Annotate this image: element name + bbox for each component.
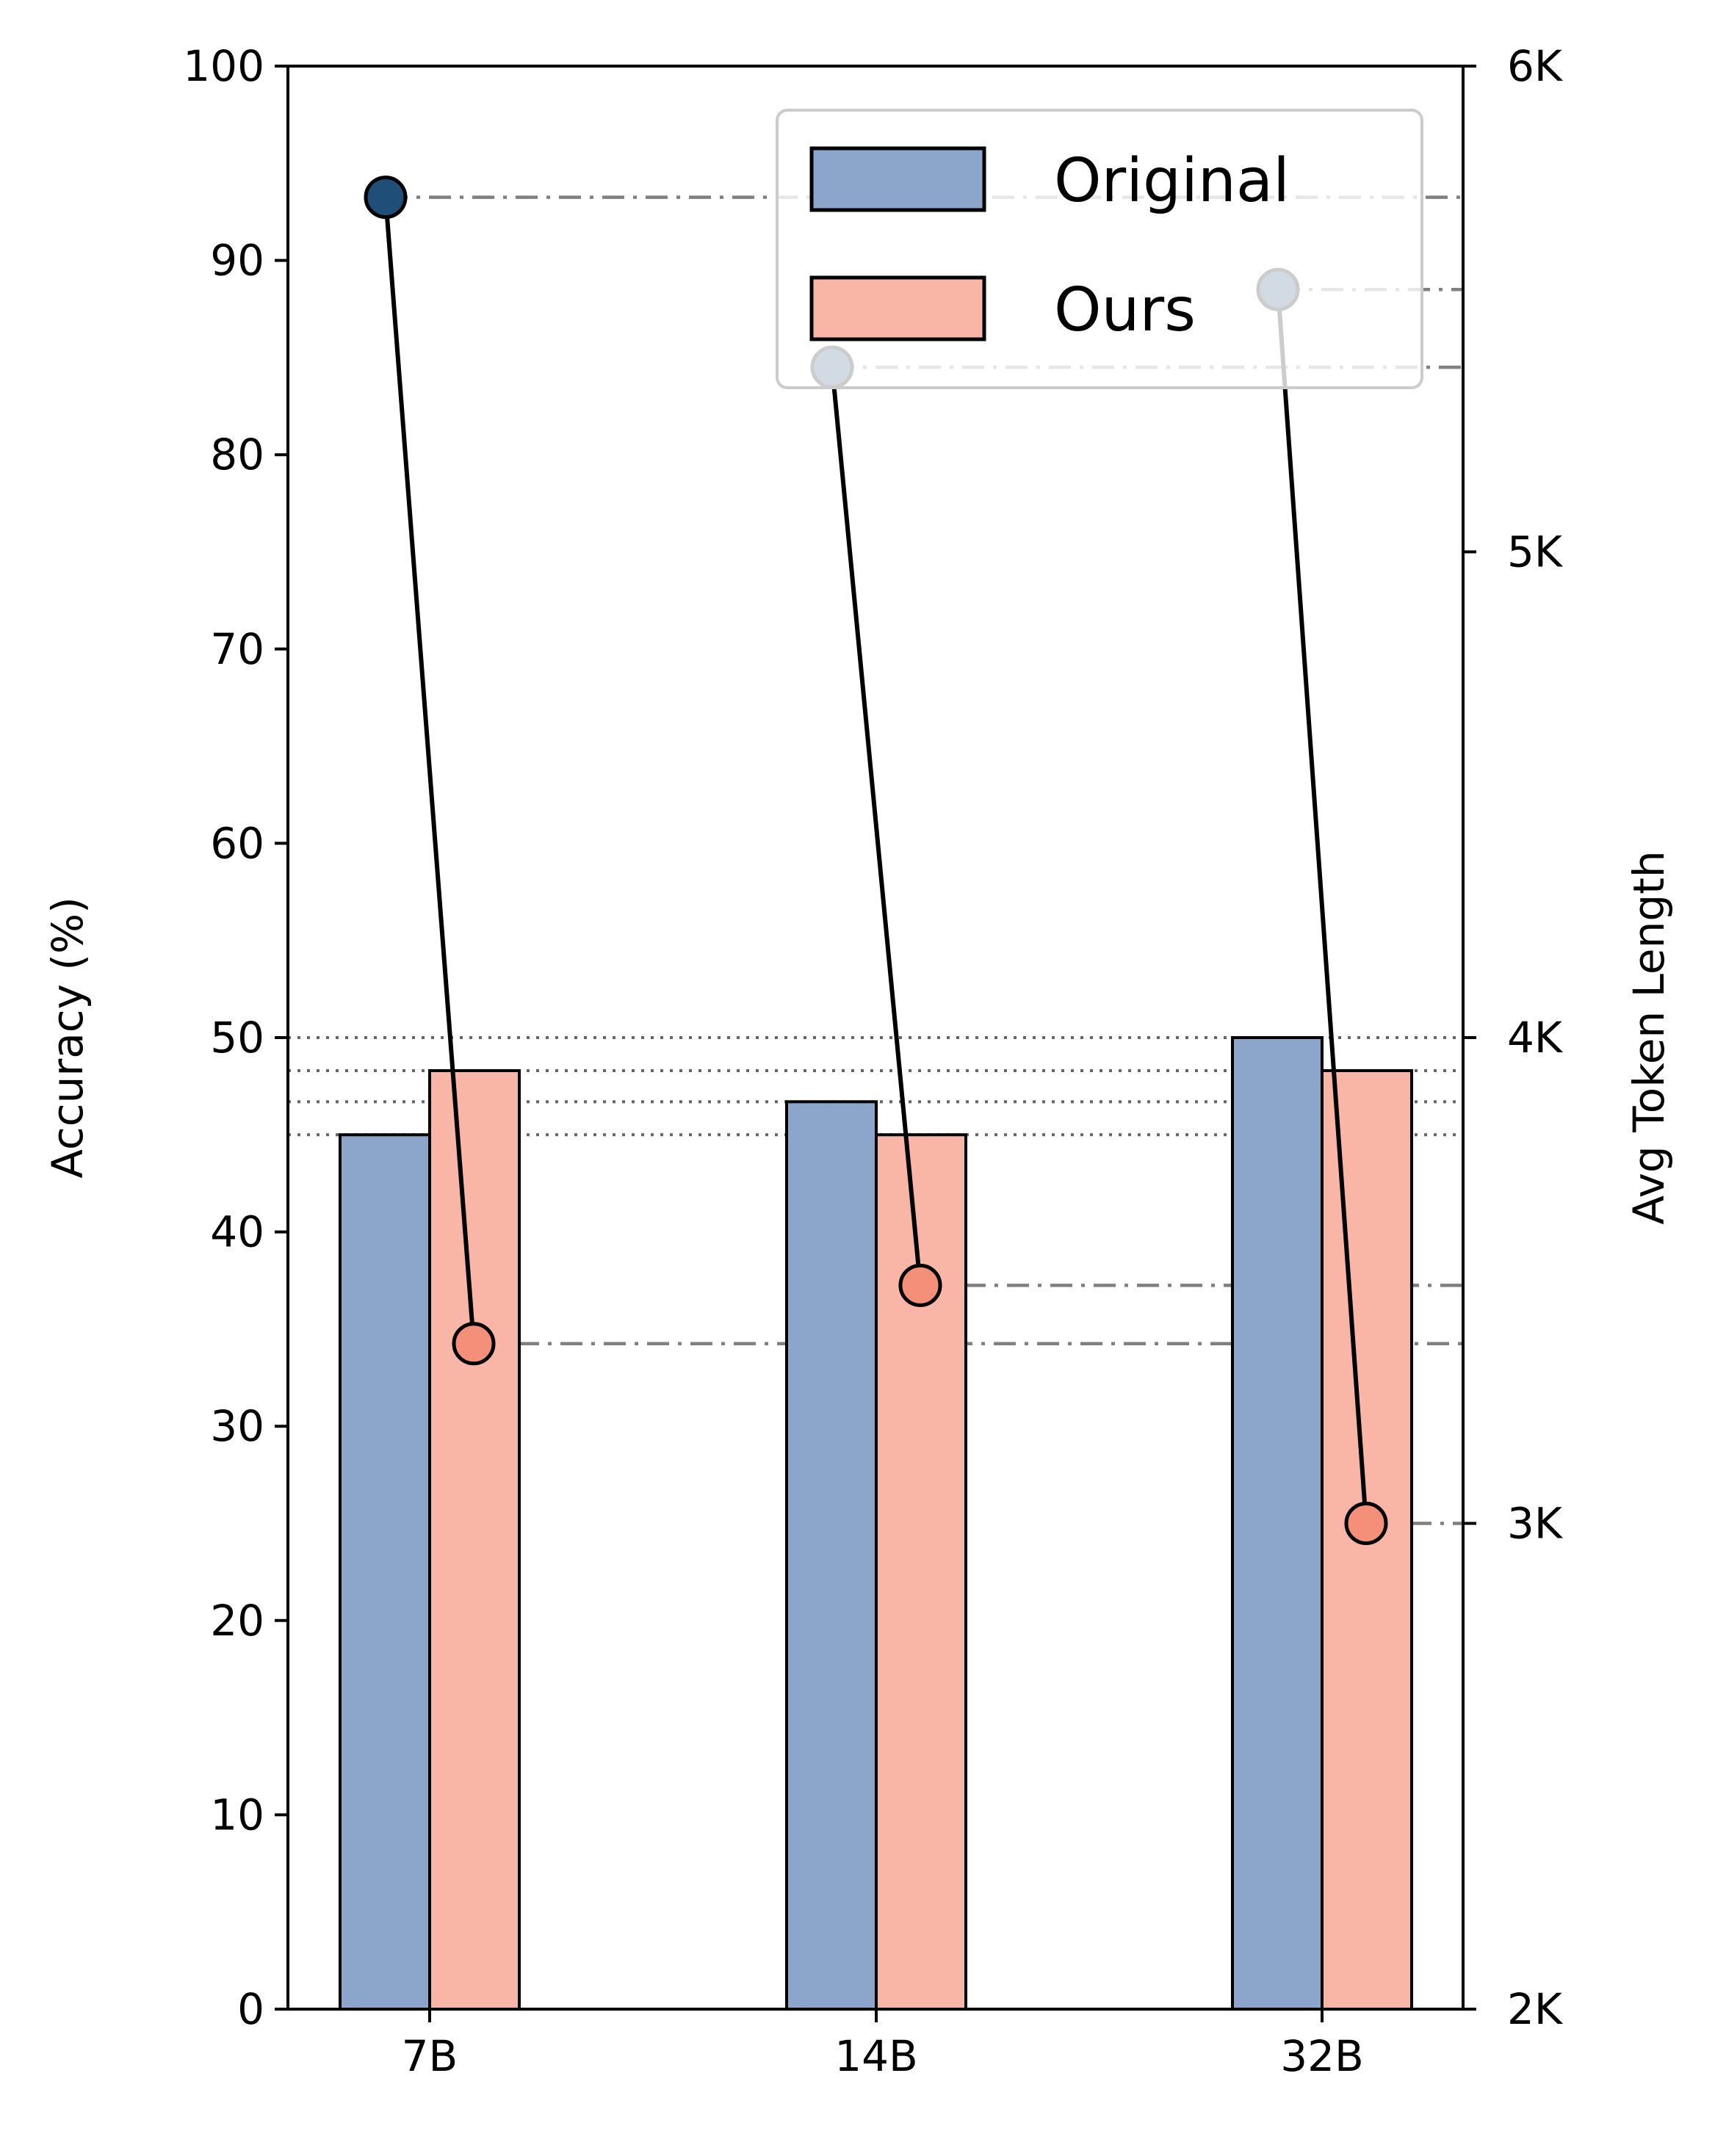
y2-tick-label-2: 4K <box>1507 1013 1564 1063</box>
y2-tick-label-4: 6K <box>1507 41 1564 91</box>
legend-swatch-ours <box>809 275 986 341</box>
x-tick-label-7b: 7B <box>402 2031 458 2081</box>
legend-label-ours: Ours <box>1054 275 1196 345</box>
point-ours-32b <box>1344 1502 1388 1545</box>
connector-32b <box>1276 289 1368 1524</box>
y-tick-label-0: 0 <box>237 1984 264 2034</box>
point-original-7b <box>364 176 408 220</box>
x-tick-label-14b: 14B <box>834 2031 918 2081</box>
y2-tick-label-0: 2K <box>1507 1984 1564 2034</box>
point-ours-7b <box>452 1322 496 1366</box>
y-tick-label-9: 90 <box>210 236 264 286</box>
bars <box>339 1036 1413 2011</box>
legend: Original Ours <box>776 109 1423 389</box>
y-tick-label-8: 80 <box>210 430 264 480</box>
y-axis-label: Accuracy (%) <box>43 897 93 1179</box>
y2-axis-label: Avg Token Length <box>1624 850 1674 1224</box>
bar-original-7b <box>339 1133 431 2011</box>
bar-ours-7b <box>428 1068 521 2011</box>
y-tick-label-4: 40 <box>210 1207 264 1257</box>
legend-swatch-original <box>809 146 986 212</box>
point-ours-14b <box>898 1263 942 1307</box>
connector-7b <box>383 197 476 1344</box>
token-connectors <box>383 197 1368 1524</box>
y-tick-label-6: 60 <box>210 818 264 868</box>
y-tick-label-7: 70 <box>210 624 264 674</box>
bar-original-14b <box>785 1100 878 2011</box>
y2-tick-label-1: 3K <box>1507 1499 1564 1549</box>
x-tick-label-32b: 32B <box>1280 2031 1364 2081</box>
y-tick-label-3: 30 <box>210 1401 264 1451</box>
y-tick-label-2: 20 <box>210 1596 264 1646</box>
y-tick-label-1: 10 <box>210 1790 264 1840</box>
connector-14b <box>830 366 923 1286</box>
x-axis: 7B 14B 32B <box>402 2009 1364 2081</box>
y-axis-right: 2K 3K 4K 5K 6K <box>1463 41 1564 2034</box>
y-axis-left: 0 10 20 30 40 50 60 70 80 90 100 <box>183 41 288 2034</box>
y-tick-label-5: 50 <box>210 1013 264 1063</box>
legend-label-original: Original <box>1054 146 1290 216</box>
y2-tick-label-3: 5K <box>1507 527 1564 577</box>
bar-original-32b <box>1231 1036 1324 2011</box>
y-tick-label-10: 100 <box>183 41 264 91</box>
